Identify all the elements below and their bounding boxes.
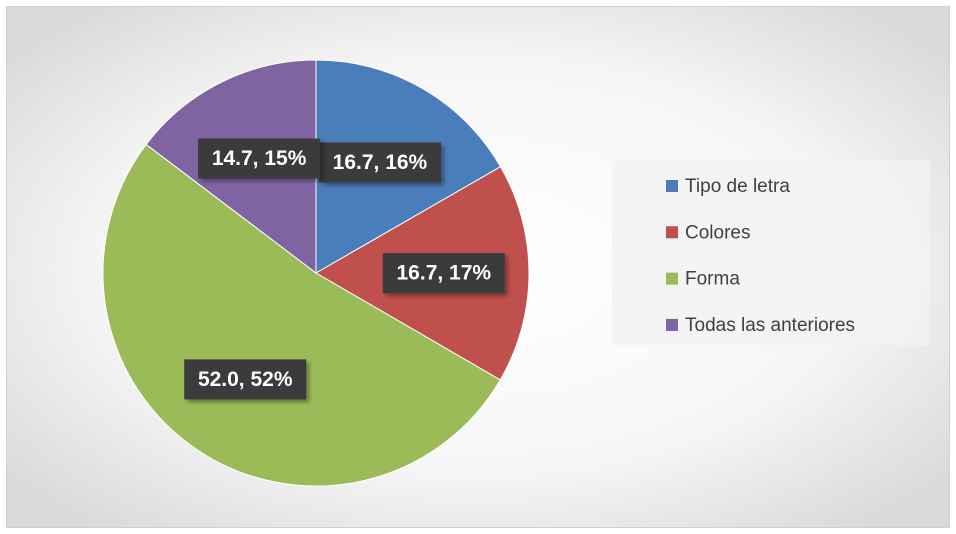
legend-box [612, 160, 930, 345]
data-label: 52.0, 52% [198, 368, 293, 391]
legend-label: Colores [685, 222, 750, 243]
data-label-box [318, 142, 441, 183]
data-label: 16.7, 16% [333, 151, 428, 174]
legend-label: Forma [685, 269, 740, 290]
data-label: 16.7, 17% [397, 262, 492, 285]
data-label-box [382, 253, 505, 294]
data-label-box [198, 138, 321, 179]
legend-label: Tipo de letra [685, 176, 790, 197]
legend-label: Todas las anteriores [685, 315, 855, 336]
pie-slice [102, 143, 501, 487]
legend-swatch [666, 226, 678, 239]
legend-swatch [666, 272, 678, 285]
data-label-box [184, 359, 307, 400]
legend-swatch [666, 318, 678, 331]
legend-swatch [666, 180, 678, 192]
data-label: 14.7, 15% [212, 147, 307, 170]
